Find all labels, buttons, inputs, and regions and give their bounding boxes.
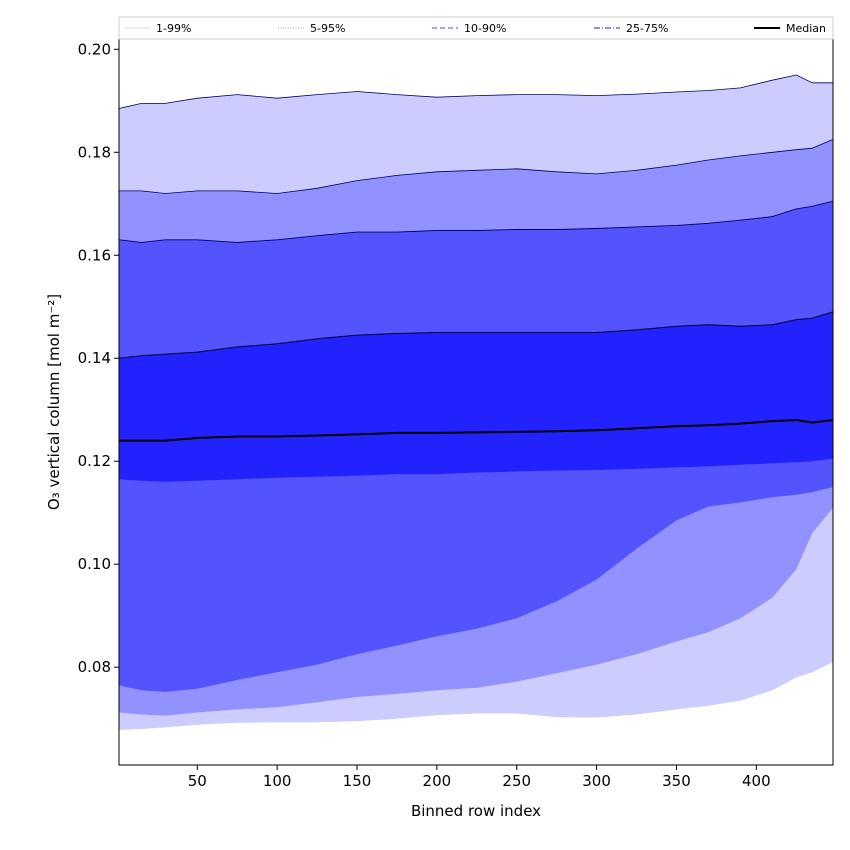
x-tick-label: 300	[582, 772, 611, 790]
x-tick-label: 150	[343, 772, 372, 790]
median-line	[119, 418, 834, 442]
edge-75-line	[118, 311, 834, 359]
y-axis-ticks: 0.08 0.10 0.12 0.14 0.16 0.18 0.20	[78, 40, 119, 676]
x-tick-label: 200	[423, 772, 452, 790]
x-axis-ticks: 50 100 150 200 250 300 350 400	[188, 765, 771, 790]
y-tick-label: 0.14	[78, 349, 111, 367]
legend-label-10-90: 10-90%	[464, 22, 506, 35]
legend: 1-99% 5-95% 10-90% 25-75% Median	[118, 16, 834, 40]
x-tick-label: 50	[188, 772, 207, 790]
edge-95-line	[119, 139, 834, 194]
x-tick-label: 250	[502, 772, 531, 790]
x-tick-label: 400	[742, 772, 771, 790]
y-tick-label: 0.18	[78, 143, 111, 161]
y-tick-label: 0.12	[78, 452, 111, 470]
median-line-group	[119, 418, 834, 442]
y-axis-label: O₃ vertical column [mol m⁻²]	[45, 294, 63, 510]
edge-90-line	[118, 200, 834, 243]
y-tick-label: 0.20	[78, 40, 111, 58]
y-tick-label: 0.16	[78, 246, 111, 264]
quantile-bands	[119, 75, 833, 730]
legend-label-1-99: 1-99%	[156, 22, 191, 35]
edge-99-line	[118, 74, 833, 109]
legend-label-median: Median	[786, 22, 826, 35]
legend-label-25-75: 25-75%	[626, 22, 668, 35]
band-25-75	[119, 311, 833, 482]
legend-label-5-95: 5-95%	[310, 22, 345, 35]
x-axis-label: Binned row index	[411, 802, 541, 820]
y-tick-label: 0.10	[78, 555, 111, 573]
x-tick-label: 100	[263, 772, 292, 790]
band-edge-lines	[118, 74, 834, 359]
legend-frame	[118, 16, 834, 40]
x-tick-label: 350	[662, 772, 691, 790]
y-tick-label: 0.08	[78, 658, 111, 676]
